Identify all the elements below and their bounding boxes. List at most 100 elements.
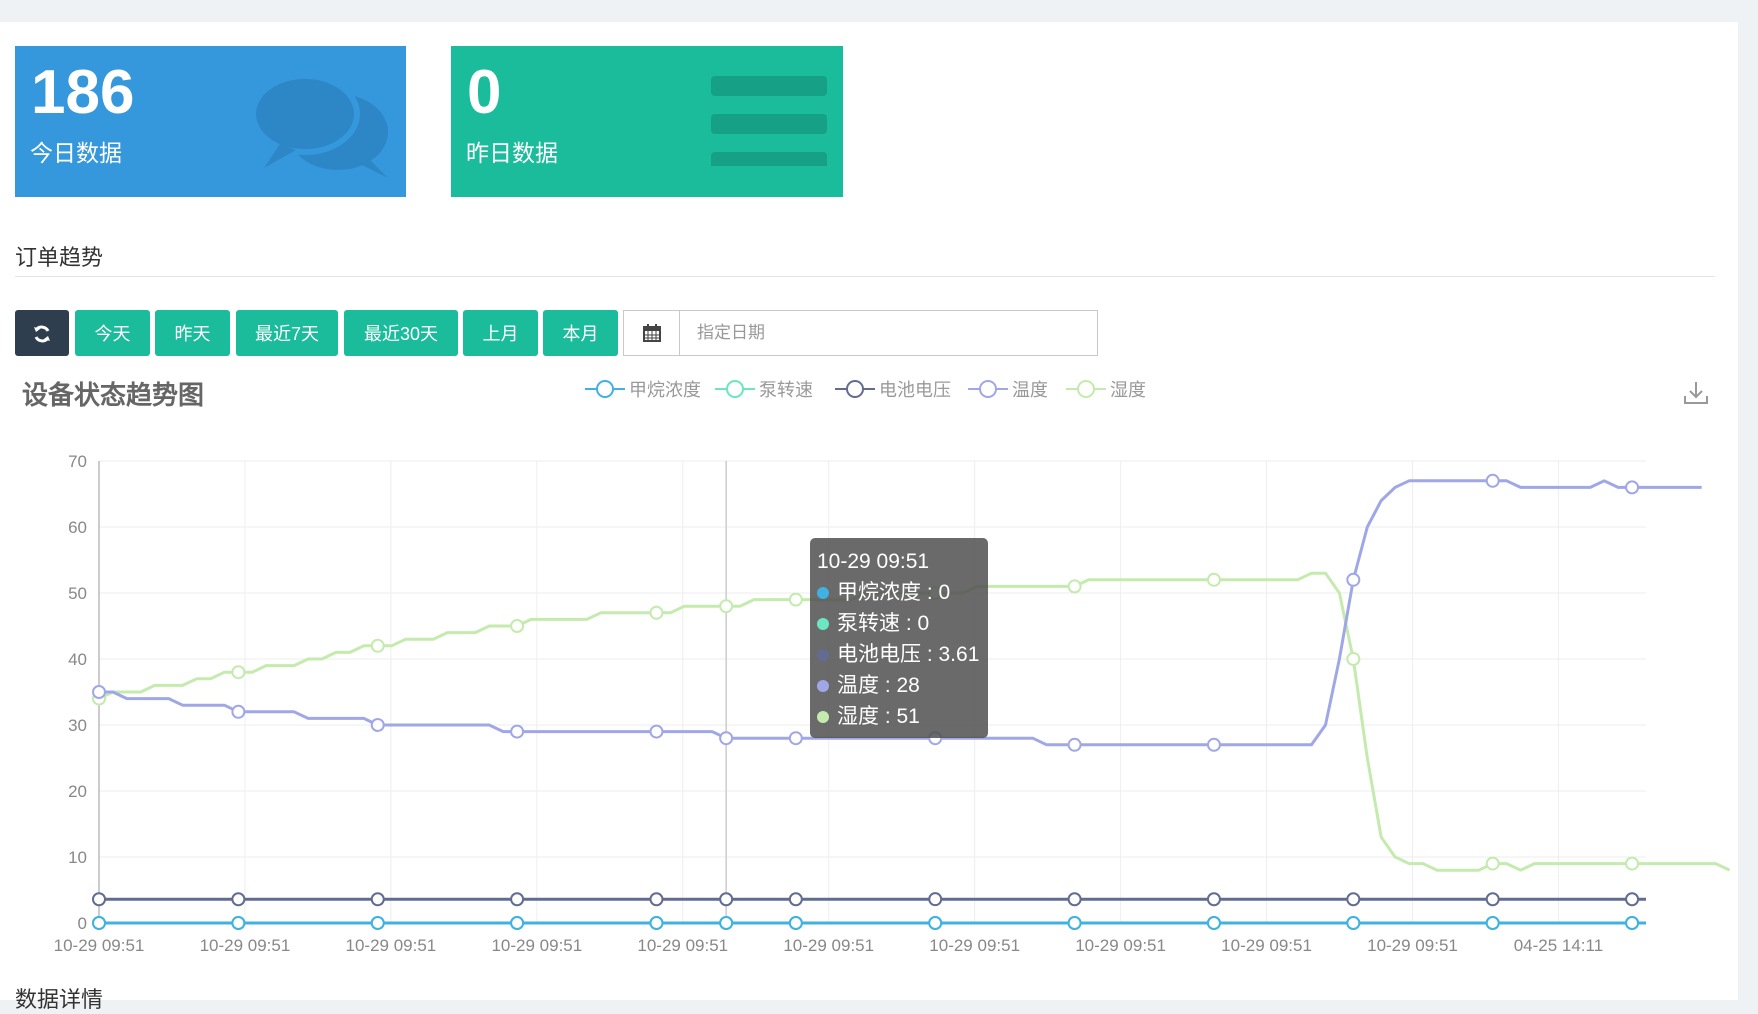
date-picker[interactable] bbox=[623, 310, 1098, 356]
legend-label-methane: 甲烷浓度 bbox=[629, 380, 701, 400]
series-point-3 bbox=[92, 685, 106, 699]
series-point-0 bbox=[1485, 916, 1500, 930]
comments-icon bbox=[250, 74, 388, 178]
last-30-days-button[interactable]: 最近30天 bbox=[344, 310, 458, 356]
series-point-3 bbox=[788, 731, 803, 746]
tooltip-dot-pump bbox=[817, 617, 829, 630]
today-button[interactable]: 今天 bbox=[75, 310, 150, 356]
series-point-2 bbox=[719, 892, 734, 907]
legend-item-methane[interactable]: 甲烷浓度 bbox=[585, 374, 701, 404]
x-tick-label: 10-29 09:51 bbox=[200, 936, 291, 955]
series-point-2 bbox=[1346, 892, 1361, 907]
series-point-0 bbox=[1206, 916, 1221, 930]
series-point-2 bbox=[370, 892, 385, 907]
series-point-3 bbox=[719, 731, 734, 746]
refresh-button[interactable] bbox=[15, 310, 69, 356]
y-tick-label: 0 bbox=[78, 914, 87, 933]
series-point-0 bbox=[719, 916, 734, 930]
series-point-4 bbox=[1067, 579, 1082, 594]
series-point-2 bbox=[1625, 892, 1640, 907]
series-point-2 bbox=[510, 892, 525, 907]
tooltip-dot-methane bbox=[817, 586, 829, 599]
series-point-3 bbox=[1485, 473, 1500, 488]
series-point-4 bbox=[370, 638, 385, 653]
download-icon[interactable] bbox=[1683, 380, 1709, 406]
series-point-4 bbox=[1625, 856, 1640, 871]
tooltip-dot-temperature bbox=[817, 679, 829, 692]
series-point-3 bbox=[649, 724, 664, 739]
tooltip-row-battery: 电池电压 : 3.61 bbox=[817, 639, 981, 670]
series-point-2 bbox=[788, 892, 803, 907]
series-point-0 bbox=[370, 916, 385, 930]
x-tick-label: 10-29 09:51 bbox=[346, 936, 437, 955]
x-tick-label: 10-29 09:51 bbox=[54, 936, 145, 955]
series-point-3 bbox=[1625, 480, 1640, 495]
refresh-icon bbox=[34, 325, 50, 343]
tooltip-row-temperature: 温度 : 28 bbox=[817, 670, 981, 701]
yesterday-button[interactable]: 昨天 bbox=[155, 310, 230, 356]
legend-item-temperature[interactable]: 温度 bbox=[968, 374, 1048, 404]
x-tick-label: 10-29 09:51 bbox=[929, 936, 1020, 955]
series-point-3 bbox=[510, 724, 525, 739]
last-7-days-button[interactable]: 最近7天 bbox=[236, 310, 338, 356]
tooltip-text-pump: 泵转速 : 0 bbox=[837, 612, 930, 635]
last-month-button[interactable]: 上月 bbox=[463, 310, 538, 356]
data-details-title: 数据详情 bbox=[15, 987, 104, 1012]
legend-item-pump[interactable]: 泵转速 bbox=[715, 374, 813, 404]
tooltip-dot-humidity bbox=[817, 710, 829, 723]
series-point-0 bbox=[788, 916, 803, 930]
series-point-2 bbox=[1067, 892, 1082, 907]
legend-label-humidity: 湿度 bbox=[1110, 380, 1146, 400]
tooltip-row-humidity: 湿度 : 51 bbox=[817, 701, 981, 732]
x-tick-label: 10-29 09:51 bbox=[1221, 936, 1312, 955]
series-point-0 bbox=[1625, 916, 1640, 930]
x-tick-label: 04-25 14:11 bbox=[1514, 936, 1603, 955]
today-count: 186 bbox=[31, 58, 135, 127]
series-point-4 bbox=[1206, 572, 1221, 587]
chart-tooltip: 10-29 09:51 甲烷浓度 : 0 泵转速 : 0 电池电压 : 3.61… bbox=[810, 538, 988, 738]
legend-item-battery[interactable]: 电池电压 bbox=[835, 374, 951, 404]
series-point-4 bbox=[788, 592, 803, 607]
tooltip-row-methane: 甲烷浓度 : 0 bbox=[817, 577, 981, 608]
tooltip-text-temperature: 温度 : 28 bbox=[837, 674, 920, 697]
x-tick-label: 10-29 09:51 bbox=[491, 936, 582, 955]
legend-label-battery: 电池电压 bbox=[879, 380, 951, 400]
series-point-0 bbox=[92, 916, 106, 930]
series-point-0 bbox=[1067, 916, 1082, 930]
series-line-3 bbox=[99, 479, 1702, 747]
series-point-3 bbox=[231, 704, 246, 719]
series-point-4 bbox=[1346, 652, 1361, 666]
y-tick-label: 50 bbox=[68, 584, 87, 603]
y-tick-label: 10 bbox=[68, 848, 87, 867]
legend-marker-battery bbox=[835, 380, 875, 398]
chart-title: 设备状态趋势图 bbox=[22, 380, 205, 410]
tooltip-title: 10-29 09:51 bbox=[817, 550, 930, 573]
bars-icon bbox=[711, 76, 827, 166]
tooltip-text-humidity: 湿度 : 51 bbox=[837, 705, 920, 728]
series-point-0 bbox=[649, 916, 664, 930]
legend-marker-humidity bbox=[1066, 380, 1106, 398]
series-point-2 bbox=[1485, 892, 1500, 907]
series-point-4 bbox=[510, 619, 525, 633]
legend-item-humidity[interactable]: 湿度 bbox=[1066, 374, 1146, 404]
y-tick-label: 30 bbox=[68, 716, 87, 735]
series-point-3 bbox=[1346, 572, 1361, 587]
this-month-button[interactable]: 本月 bbox=[543, 310, 618, 356]
date-input[interactable] bbox=[681, 311, 1097, 355]
calendar-button[interactable] bbox=[624, 311, 680, 355]
series-point-0 bbox=[510, 916, 525, 930]
x-tick-label: 10-29 09:51 bbox=[783, 936, 874, 955]
legend-marker-methane bbox=[585, 380, 625, 398]
series-point-2 bbox=[649, 892, 664, 907]
series-point-3 bbox=[370, 718, 385, 732]
series-point-0 bbox=[231, 916, 246, 930]
series-point-4 bbox=[1485, 856, 1500, 871]
today-data-card[interactable]: 186 今日数据 bbox=[15, 46, 406, 197]
legend-label-temperature: 温度 bbox=[1012, 380, 1048, 400]
series-point-4 bbox=[231, 665, 246, 680]
yesterday-label: 昨日数据 bbox=[466, 140, 558, 166]
yesterday-data-card[interactable]: 0 昨日数据 bbox=[451, 46, 843, 197]
section-title: 订单趋势 bbox=[15, 245, 104, 270]
y-tick-label: 20 bbox=[68, 782, 87, 801]
